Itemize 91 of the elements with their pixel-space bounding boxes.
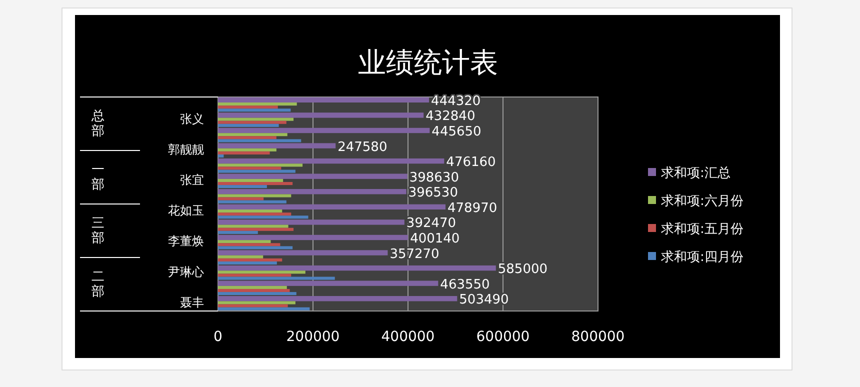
bar	[218, 246, 293, 250]
bar	[218, 118, 294, 121]
data-label: 400140	[410, 231, 460, 246]
bar	[218, 128, 430, 134]
bar	[218, 292, 296, 296]
data-label: 478970	[448, 200, 498, 216]
bar	[218, 258, 282, 262]
bar	[218, 194, 292, 198]
text: 一部	[92, 162, 104, 192]
bar	[218, 182, 293, 186]
bar	[218, 154, 224, 158]
x-tick-label: 200000	[286, 329, 340, 345]
y-tick-label: 李董焕	[168, 234, 204, 248]
legend-label: 求和项:汇总	[661, 166, 730, 181]
bar	[218, 185, 267, 188]
data-label: 585000	[498, 262, 548, 278]
y-tick-label: 聂丰	[180, 295, 204, 310]
text: 三部	[92, 216, 104, 246]
bar	[218, 106, 278, 109]
data-label: 445650	[432, 124, 482, 140]
y-tick-label: 尹琳心	[168, 264, 204, 279]
bar	[218, 276, 335, 280]
bar	[218, 224, 288, 228]
bar	[218, 243, 280, 246]
bar	[218, 178, 284, 182]
bar	[218, 148, 276, 152]
data-label: 476160	[446, 155, 496, 170]
bar	[218, 197, 264, 200]
bar	[218, 255, 264, 258]
data-label: 357270	[390, 246, 440, 262]
bar	[218, 230, 258, 234]
bar	[218, 102, 297, 106]
bar	[218, 204, 446, 210]
data-label: 432840	[426, 109, 476, 124]
bar	[218, 234, 408, 240]
y-tick-label: 花如玉	[168, 204, 204, 218]
data-label: 444320	[431, 94, 481, 109]
bar	[218, 174, 408, 179]
bar	[218, 112, 424, 118]
legend-label: 求和项:四月份	[661, 250, 744, 265]
bar	[218, 301, 296, 304]
data-label: 463550	[440, 277, 490, 292]
text: 二部	[92, 269, 104, 300]
y-tick-label: 张义	[180, 112, 204, 126]
bar	[218, 139, 302, 142]
bar	[218, 158, 444, 164]
bar	[218, 210, 282, 213]
x-tick-label: 400000	[381, 329, 435, 345]
x-tick-label: 0	[214, 329, 222, 345]
data-label: 503490	[459, 292, 509, 308]
bar	[218, 250, 388, 256]
bar	[218, 288, 290, 292]
bar	[218, 170, 296, 173]
bar	[218, 270, 306, 274]
bar	[218, 136, 276, 140]
bar	[218, 143, 336, 148]
data-label: 392470	[406, 216, 456, 232]
bar	[218, 97, 430, 103]
data-label: 247580	[338, 140, 388, 155]
bar	[218, 212, 292, 216]
x-tick-label: 800000	[571, 329, 625, 345]
bar	[218, 166, 282, 170]
bar	[218, 133, 288, 136]
bar	[218, 280, 438, 286]
bar	[218, 286, 287, 289]
bar	[218, 124, 279, 127]
x-tick-label: 600000	[476, 329, 530, 345]
bar	[218, 307, 310, 310]
bar	[218, 296, 458, 302]
bar	[218, 216, 308, 219]
bar	[218, 304, 288, 308]
y-tick-label: 郭靓靓	[168, 142, 204, 156]
bar	[218, 265, 496, 271]
text: 总部	[90, 108, 104, 139]
bar	[218, 200, 286, 204]
bar	[218, 274, 292, 277]
bar	[218, 228, 294, 231]
bar	[218, 108, 291, 112]
bar	[218, 164, 303, 167]
bar	[218, 240, 271, 244]
data-label: 398630	[409, 170, 459, 186]
bar	[218, 120, 286, 124]
bar	[218, 220, 404, 225]
y-tick-label: 张宜	[180, 173, 204, 188]
legend-label: 求和项:五月份	[661, 222, 744, 237]
bar	[218, 151, 270, 154]
legend-label: 求和项:六月份	[661, 194, 744, 209]
chart-title: 业绩统计表	[358, 46, 498, 79]
bar	[218, 261, 277, 265]
data-label: 396530	[408, 186, 458, 201]
bar	[218, 189, 406, 194]
